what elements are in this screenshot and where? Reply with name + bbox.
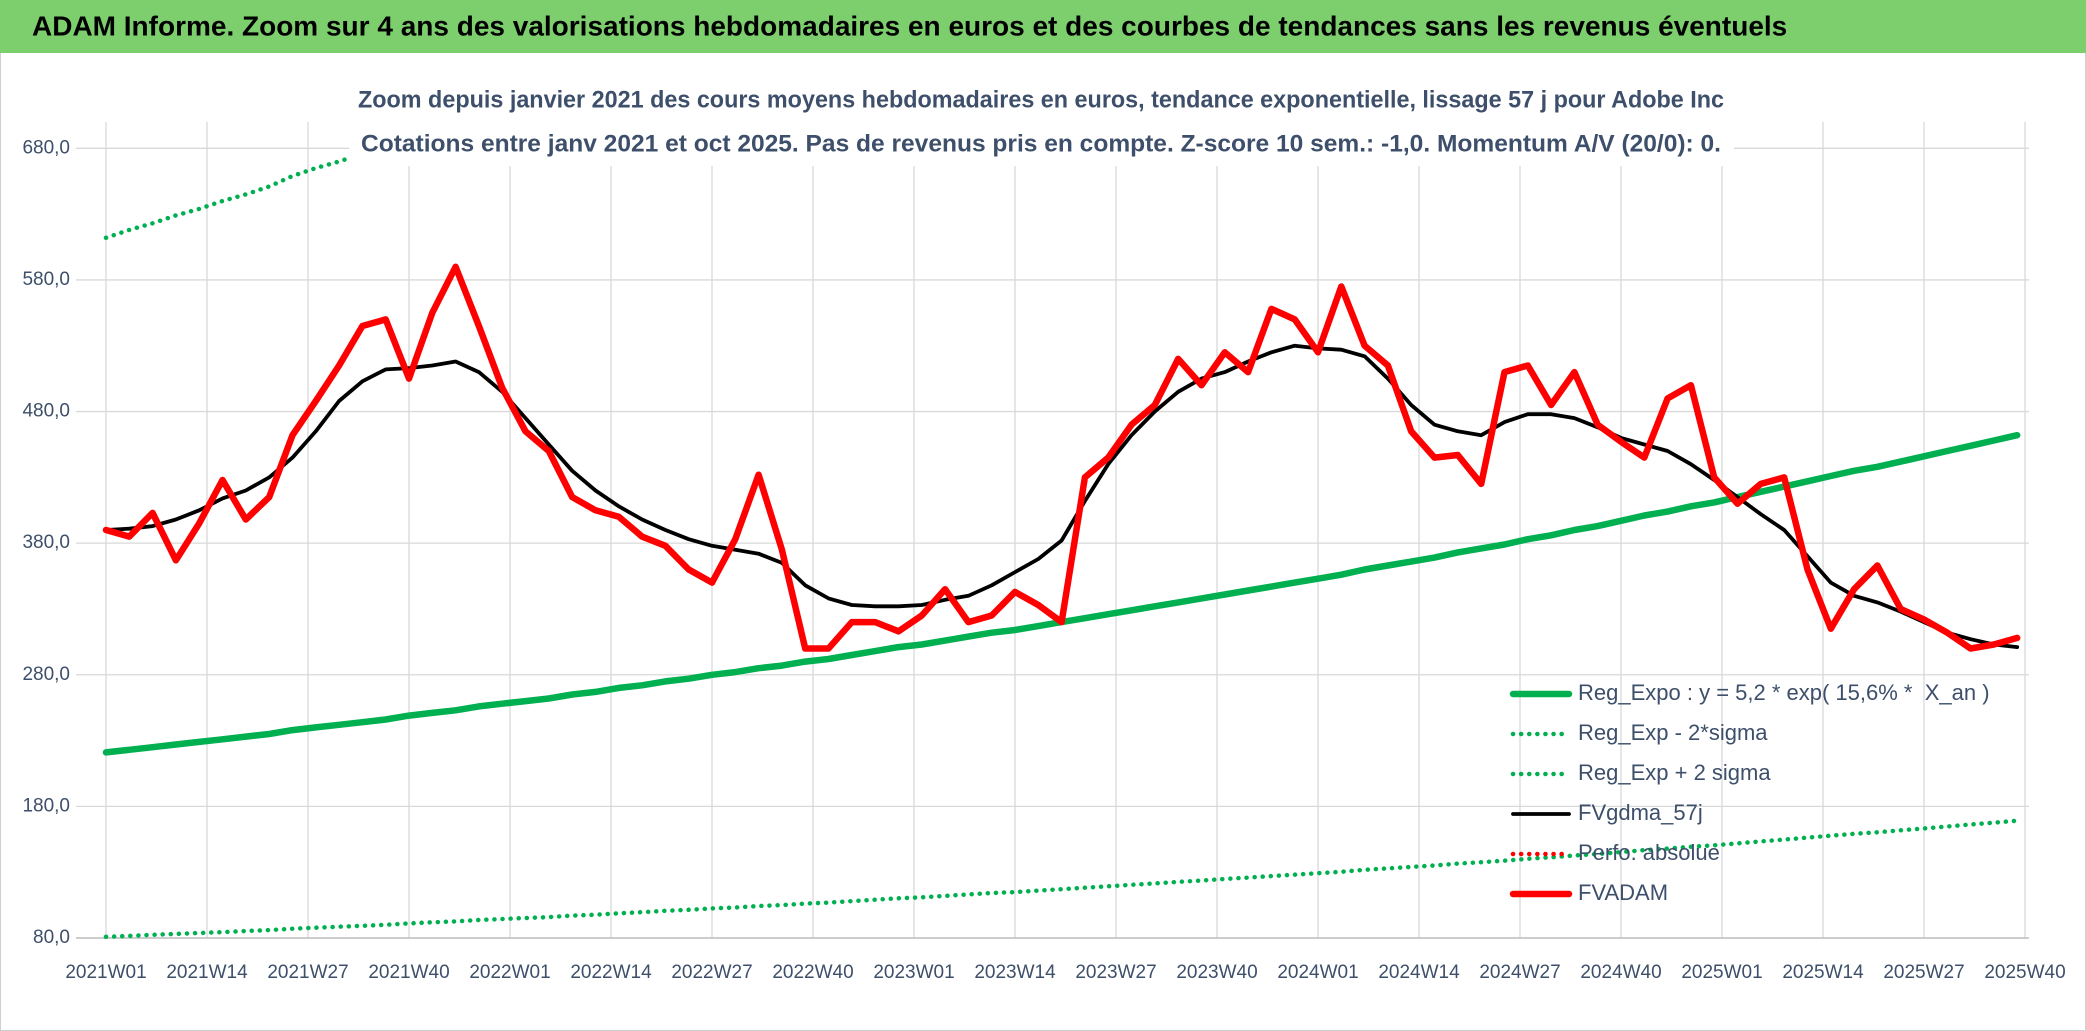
- y-tick-label: 280,0: [22, 664, 70, 685]
- x-tick-label: 2024W27: [1479, 962, 1560, 983]
- x-tick-label: 2022W01: [469, 962, 550, 983]
- series-line: [104, 343, 2020, 649]
- x-tick-label: 2022W40: [772, 962, 853, 983]
- x-tick-label: 2022W27: [671, 962, 752, 983]
- y-tick-label: 480,0: [22, 401, 70, 422]
- series-line: [102, 263, 2021, 652]
- x-tick-label: 2024W14: [1378, 962, 1460, 983]
- plot-marks: [102, 122, 2021, 940]
- y-tick-label: 180,0: [22, 795, 70, 816]
- legend: Reg_Expo : y = 5,2 * exp( 15,6% * X_an )…: [1509, 680, 1990, 905]
- chart-title: ADAM Informe. Zoom sur 4 ans des valoris…: [32, 10, 1787, 41]
- legend-label: Reg_Expo : y = 5,2 * exp( 15,6% * X_an ): [1578, 680, 1990, 705]
- x-tick-label: 2023W14: [974, 962, 1056, 983]
- y-tick-label: 580,0: [22, 269, 70, 290]
- legend-label: Reg_Exp + 2 sigma: [1578, 760, 1771, 785]
- title-bar: [0, 0, 2086, 53]
- x-tick-label: 2023W40: [1176, 962, 1257, 983]
- x-tick-label: 2023W01: [873, 962, 954, 983]
- legend-label: FVADAM: [1578, 880, 1668, 905]
- x-tick-label: 2023W27: [1075, 962, 1156, 983]
- x-tick-label: 2022W14: [570, 962, 652, 983]
- x-tick-label: 2021W01: [65, 962, 146, 983]
- legend-label: Reg_Exp - 2*sigma: [1578, 720, 1768, 745]
- x-tick-label: 2024W01: [1277, 962, 1358, 983]
- legend-label: Perfo. absolue: [1578, 840, 1720, 865]
- x-tick-label: 2025W14: [1782, 962, 1864, 983]
- x-tick-label: 2025W27: [1883, 962, 1964, 983]
- y-tick-label: 80,0: [33, 927, 70, 948]
- x-tick-label: 2021W40: [368, 962, 449, 983]
- subtitle: Cotations entre janv 2021 et oct 2025. P…: [361, 130, 1721, 157]
- x-tick-label: 2021W14: [166, 962, 248, 983]
- subtitle: Zoom depuis janvier 2021 des cours moyen…: [358, 86, 1724, 113]
- y-tick-label: 680,0: [22, 137, 70, 158]
- x-tick-label: 2024W40: [1580, 962, 1661, 983]
- series-line: [103, 818, 2020, 940]
- subtitle-box: [349, 80, 1734, 166]
- y-tick-label: 380,0: [22, 532, 70, 553]
- legend-label: FVgdma_57j: [1578, 800, 1703, 825]
- x-tick-label: 2021W27: [267, 962, 348, 983]
- x-tick-label: 2025W40: [1984, 962, 2065, 983]
- x-tick-label: 2025W01: [1681, 962, 1762, 983]
